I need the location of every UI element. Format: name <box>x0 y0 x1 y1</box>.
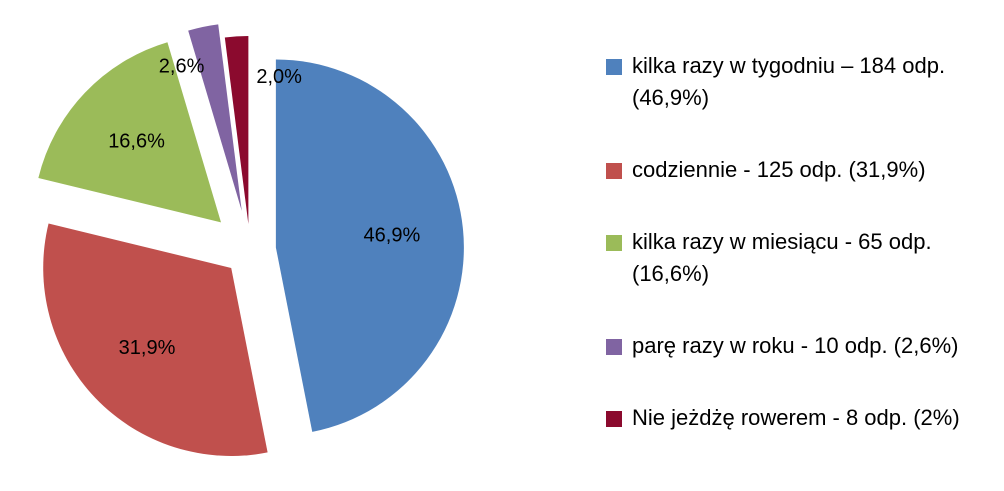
legend-item: codziennie - 125 odp. (31,9%) <box>606 154 996 186</box>
pie-slice <box>188 24 242 211</box>
legend-label: Nie jeżdżę rowerem - 8 odp. (2%) <box>632 405 960 430</box>
legend-swatch <box>606 163 622 179</box>
pie-slice <box>38 42 222 223</box>
pie-slice <box>224 36 249 225</box>
data-label: 46,9% <box>364 224 421 246</box>
legend-item: Nie jeżdżę rowerem - 8 odp. (2%) <box>606 402 996 434</box>
pie-slice <box>275 59 464 432</box>
pie-area: 46,9% 31,9% 16,6% 2,6% 2,0% <box>38 24 464 456</box>
data-label: 2,0% <box>256 66 302 88</box>
legend-item: kilka razy w tygodniu – 184 odp. (46,9%) <box>606 50 996 114</box>
legend-swatch <box>606 411 622 427</box>
legend-swatch <box>606 339 622 355</box>
pie-slice <box>43 223 268 456</box>
legend-label: codziennie - 125 odp. (31,9%) <box>632 157 926 182</box>
legend-label: kilka razy w miesiącu - 65 odp. (16,6%) <box>632 229 932 286</box>
data-label: 31,9% <box>119 337 176 359</box>
legend: kilka razy w tygodniu – 184 odp. (46,9%)… <box>606 50 996 474</box>
legend-item: kilka razy w miesiącu - 65 odp. (16,6%) <box>606 226 996 290</box>
legend-label: kilka razy w tygodniu – 184 odp. (46,9%) <box>632 53 946 110</box>
legend-item: parę razy w roku - 10 odp. (2,6%) <box>606 330 996 362</box>
legend-swatch <box>606 59 622 75</box>
data-label: 16,6% <box>108 130 165 152</box>
legend-swatch <box>606 235 622 251</box>
legend-label: parę razy w roku - 10 odp. (2,6%) <box>632 333 959 358</box>
data-label: 2,6% <box>159 56 205 78</box>
